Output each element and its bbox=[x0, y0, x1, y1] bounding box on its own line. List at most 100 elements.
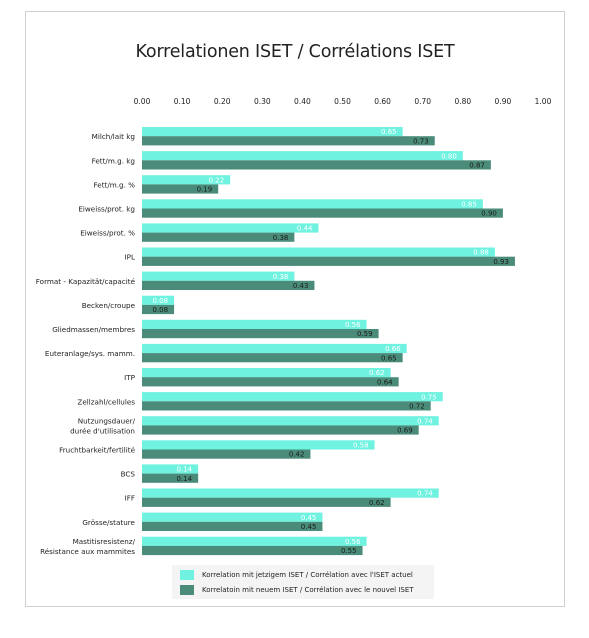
data-label-new: 0.64 bbox=[377, 378, 393, 386]
data-label-new: 0.73 bbox=[413, 137, 429, 145]
bar-new bbox=[142, 425, 419, 435]
bar-new bbox=[142, 473, 199, 483]
bar-new bbox=[142, 329, 379, 339]
bar-new bbox=[142, 449, 311, 459]
data-label-current: 0.88 bbox=[473, 249, 489, 257]
bar-new bbox=[142, 280, 315, 290]
chart-title: Korrelationen ISET / Corrélations ISET bbox=[135, 42, 455, 62]
bar-current bbox=[142, 223, 319, 233]
category-label: BCS bbox=[121, 470, 136, 479]
data-label-current: 0.62 bbox=[369, 369, 385, 377]
data-label-current: 0.74 bbox=[417, 490, 433, 498]
bar-current bbox=[142, 392, 443, 402]
bar-current bbox=[142, 295, 175, 305]
bar-current bbox=[142, 151, 463, 161]
category-label: Eiweiss/prot. % bbox=[80, 229, 135, 238]
category-label: Grösse/stature bbox=[82, 518, 135, 527]
bar-new bbox=[142, 401, 431, 411]
category-label: IPL bbox=[125, 253, 135, 262]
bar-new bbox=[142, 497, 391, 507]
bar-current bbox=[142, 440, 375, 450]
bar-current bbox=[142, 175, 231, 185]
data-label-new: 0.87 bbox=[469, 162, 485, 170]
x-tick-label: 0.60 bbox=[374, 97, 391, 106]
bar-new bbox=[142, 160, 491, 170]
legend-label-new: Korrelatoin mit neuem ISET / Corrélation… bbox=[202, 586, 414, 594]
category-label: Mastitisresistenz/Résistance aux mammite… bbox=[40, 537, 135, 556]
x-tick-label: 0.80 bbox=[454, 97, 471, 106]
data-label-current: 0.56 bbox=[345, 321, 361, 329]
category-label: Eiweiss/prot. kg bbox=[78, 205, 135, 214]
bar-current bbox=[142, 343, 407, 354]
data-label-current: 0.45 bbox=[301, 514, 317, 522]
data-label-current: 0.75 bbox=[421, 393, 437, 401]
legend-item-current: Korrelation mit jetzigem ISET / Corrélat… bbox=[180, 569, 413, 581]
bar-current bbox=[142, 319, 367, 329]
bar-current bbox=[142, 488, 439, 498]
x-tick-label: 0.10 bbox=[174, 97, 191, 106]
data-label-new: 0.69 bbox=[397, 427, 413, 435]
bar-current bbox=[142, 127, 403, 137]
legend-label-current: Korrelation mit jetzigem ISET / Corrélat… bbox=[202, 571, 413, 579]
bar-new bbox=[142, 256, 515, 266]
category-label: Fruchtbarkeit/fertilité bbox=[59, 446, 135, 455]
data-label-current: 0.38 bbox=[273, 273, 289, 281]
bar-current bbox=[142, 247, 495, 257]
data-label-current: 0.85 bbox=[461, 201, 477, 209]
bar-new bbox=[142, 232, 295, 242]
category-label: Fett/m.g. % bbox=[94, 180, 136, 189]
data-label-current: 0.66 bbox=[385, 345, 401, 353]
data-label-current: 0.56 bbox=[345, 538, 361, 546]
category-label: Becken/croupe bbox=[82, 301, 136, 310]
category-label: Nutzungsdauer/durée d'utilisation bbox=[70, 416, 135, 435]
bar-current bbox=[142, 416, 439, 426]
data-label-new: 0.14 bbox=[177, 475, 193, 483]
category-label: Zellzahl/cellules bbox=[77, 397, 135, 406]
data-label-current: 0.58 bbox=[353, 442, 369, 450]
data-label-new: 0.72 bbox=[409, 403, 425, 411]
chart-frame bbox=[25, 11, 565, 607]
bar-current bbox=[142, 199, 483, 209]
category-label: Fett/m.g. kg bbox=[92, 156, 135, 165]
x-tick-label: 0.40 bbox=[294, 97, 311, 106]
data-label-current: 0.14 bbox=[177, 466, 193, 474]
bar-new bbox=[142, 208, 503, 218]
x-tick-label: 0.50 bbox=[334, 97, 351, 106]
category-label: Milch/lait kg bbox=[92, 132, 135, 141]
data-label-new: 0.93 bbox=[493, 258, 509, 266]
bar-new bbox=[142, 377, 399, 387]
data-label-current: 0.44 bbox=[297, 225, 313, 233]
data-label-current: 0.22 bbox=[209, 176, 225, 184]
bar-new bbox=[142, 304, 175, 315]
x-tick-label: 0.30 bbox=[254, 97, 271, 106]
data-label-current: 0.65 bbox=[381, 128, 397, 136]
bar-new bbox=[142, 353, 403, 363]
data-label-current: 0.74 bbox=[417, 417, 433, 425]
bar-current bbox=[142, 464, 199, 474]
x-tick-label: 0.00 bbox=[134, 97, 151, 106]
data-label-new: 0.62 bbox=[369, 499, 385, 507]
category-label: IFF bbox=[125, 494, 135, 503]
category-label: Euteranlage/sys. mamm. bbox=[45, 349, 135, 358]
bar-current bbox=[142, 536, 367, 546]
bar-current bbox=[142, 271, 295, 281]
data-label-new: 0.43 bbox=[293, 282, 309, 290]
bar-current bbox=[142, 512, 323, 522]
bar-new bbox=[142, 521, 323, 531]
data-label-current: 0.08 bbox=[152, 297, 168, 305]
data-label-new: 0.90 bbox=[481, 210, 497, 218]
legend-item-new: Korrelatoin mit neuem ISET / Corrélation… bbox=[180, 584, 414, 596]
x-tick-label: 0.70 bbox=[414, 97, 431, 106]
bar-current bbox=[142, 368, 391, 378]
data-label-new: 0.19 bbox=[197, 186, 213, 194]
x-tick-label: 1.00 bbox=[535, 97, 552, 106]
legend: Korrelation mit jetzigem ISET / Corrélat… bbox=[172, 565, 434, 599]
data-label-new: 0.65 bbox=[381, 354, 397, 362]
x-tick-label: 0.20 bbox=[214, 97, 231, 106]
data-label-new: 0.45 bbox=[301, 523, 317, 531]
legend-swatch-current bbox=[180, 570, 194, 580]
x-tick-label: 0.90 bbox=[495, 97, 512, 106]
data-label-current: 0.80 bbox=[441, 152, 457, 160]
legend-swatch-new bbox=[180, 585, 194, 595]
